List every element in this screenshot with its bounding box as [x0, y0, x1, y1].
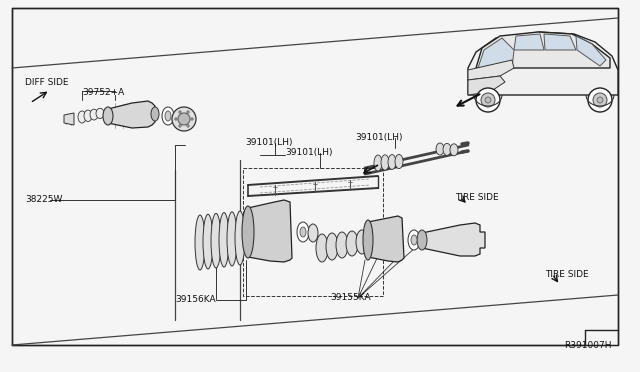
Circle shape	[172, 107, 196, 131]
Ellipse shape	[417, 230, 427, 250]
Ellipse shape	[300, 227, 306, 237]
Text: 39752+A: 39752+A	[82, 88, 124, 97]
Polygon shape	[368, 216, 404, 262]
Circle shape	[187, 111, 189, 113]
Circle shape	[178, 113, 190, 125]
Ellipse shape	[326, 233, 338, 260]
Ellipse shape	[103, 107, 113, 125]
Ellipse shape	[346, 231, 358, 256]
Polygon shape	[108, 101, 155, 128]
Ellipse shape	[78, 111, 86, 123]
Ellipse shape	[242, 206, 254, 258]
Polygon shape	[468, 76, 505, 95]
Polygon shape	[478, 38, 514, 68]
Ellipse shape	[411, 235, 417, 245]
Text: 39101(LH): 39101(LH)	[285, 148, 333, 157]
Ellipse shape	[297, 222, 309, 242]
Ellipse shape	[96, 108, 104, 119]
Text: 39156KA: 39156KA	[175, 295, 216, 304]
Polygon shape	[468, 60, 514, 80]
Ellipse shape	[165, 111, 171, 121]
Ellipse shape	[395, 154, 403, 169]
Ellipse shape	[408, 230, 420, 250]
Ellipse shape	[450, 144, 458, 156]
Ellipse shape	[374, 155, 382, 171]
Ellipse shape	[151, 107, 159, 121]
Bar	[243, 168, 383, 296]
Ellipse shape	[381, 155, 389, 170]
Polygon shape	[248, 200, 292, 262]
Circle shape	[485, 97, 491, 103]
Circle shape	[476, 88, 500, 112]
Ellipse shape	[211, 214, 221, 268]
Ellipse shape	[84, 110, 92, 122]
Text: 39101(LH): 39101(LH)	[355, 133, 403, 142]
Ellipse shape	[363, 220, 373, 260]
Polygon shape	[468, 32, 618, 95]
Text: 39101(LH): 39101(LH)	[245, 138, 292, 147]
Text: R391007H: R391007H	[564, 341, 612, 350]
Ellipse shape	[227, 212, 237, 266]
Text: 39155KA: 39155KA	[330, 293, 371, 302]
Polygon shape	[64, 113, 74, 125]
Polygon shape	[422, 223, 485, 256]
Ellipse shape	[203, 214, 213, 269]
Polygon shape	[514, 34, 544, 50]
Ellipse shape	[356, 230, 368, 254]
Circle shape	[179, 111, 181, 113]
Text: DIFF SIDE: DIFF SIDE	[25, 78, 68, 87]
Ellipse shape	[162, 107, 174, 125]
Circle shape	[175, 118, 177, 120]
Circle shape	[187, 125, 189, 127]
Circle shape	[593, 93, 607, 107]
Ellipse shape	[195, 215, 205, 270]
Text: TIRE SIDE: TIRE SIDE	[455, 193, 499, 202]
Ellipse shape	[443, 143, 451, 155]
Circle shape	[597, 97, 603, 103]
Ellipse shape	[336, 232, 348, 258]
Ellipse shape	[388, 155, 396, 169]
Ellipse shape	[308, 224, 318, 242]
Ellipse shape	[219, 213, 229, 267]
Text: 38225W: 38225W	[25, 195, 62, 204]
Polygon shape	[576, 36, 606, 66]
Text: TIRE SIDE: TIRE SIDE	[545, 270, 589, 279]
Circle shape	[481, 93, 495, 107]
Polygon shape	[544, 34, 576, 50]
Ellipse shape	[235, 211, 245, 265]
Circle shape	[191, 118, 193, 120]
Ellipse shape	[316, 234, 328, 262]
Polygon shape	[476, 32, 610, 68]
Ellipse shape	[90, 109, 98, 120]
Circle shape	[179, 125, 181, 127]
Ellipse shape	[436, 143, 444, 155]
Circle shape	[588, 88, 612, 112]
